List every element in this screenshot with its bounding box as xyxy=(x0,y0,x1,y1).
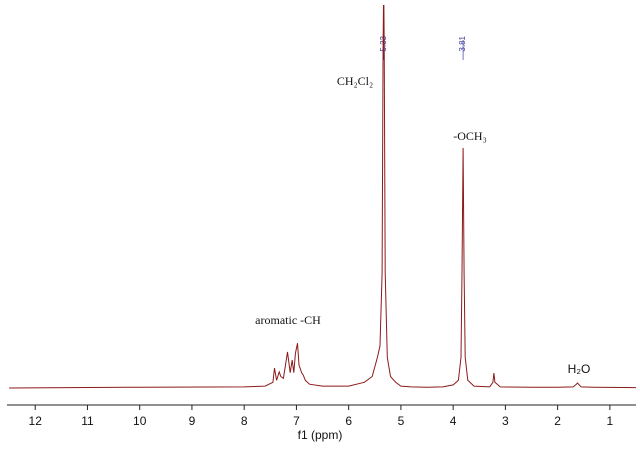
x-tick-label: 8 xyxy=(241,414,248,428)
peak-label: 3.81 xyxy=(458,35,467,51)
spectrum-line xyxy=(9,5,636,389)
x-tick-label: 3 xyxy=(502,414,509,428)
x-tick-label: 7 xyxy=(293,414,300,428)
annotation: -OCH₃ xyxy=(453,129,487,143)
x-tick-label: 1 xyxy=(607,414,614,428)
annotation: CH₂Cl₂ xyxy=(337,74,373,88)
x-tick-label: 10 xyxy=(133,414,147,428)
x-tick-label: 4 xyxy=(450,414,457,428)
x-axis-title: f1 (ppm) xyxy=(298,428,343,442)
annotation: H₂O xyxy=(568,362,591,376)
annotation: aromatic -CH xyxy=(255,313,321,327)
x-tick-label: 11 xyxy=(81,414,94,428)
x-tick-label: 2 xyxy=(554,414,561,428)
x-tick-label: 9 xyxy=(189,414,196,428)
x-tick-label: 6 xyxy=(345,414,352,428)
x-tick-label: 5 xyxy=(398,414,405,428)
x-tick-label: 12 xyxy=(29,414,43,428)
